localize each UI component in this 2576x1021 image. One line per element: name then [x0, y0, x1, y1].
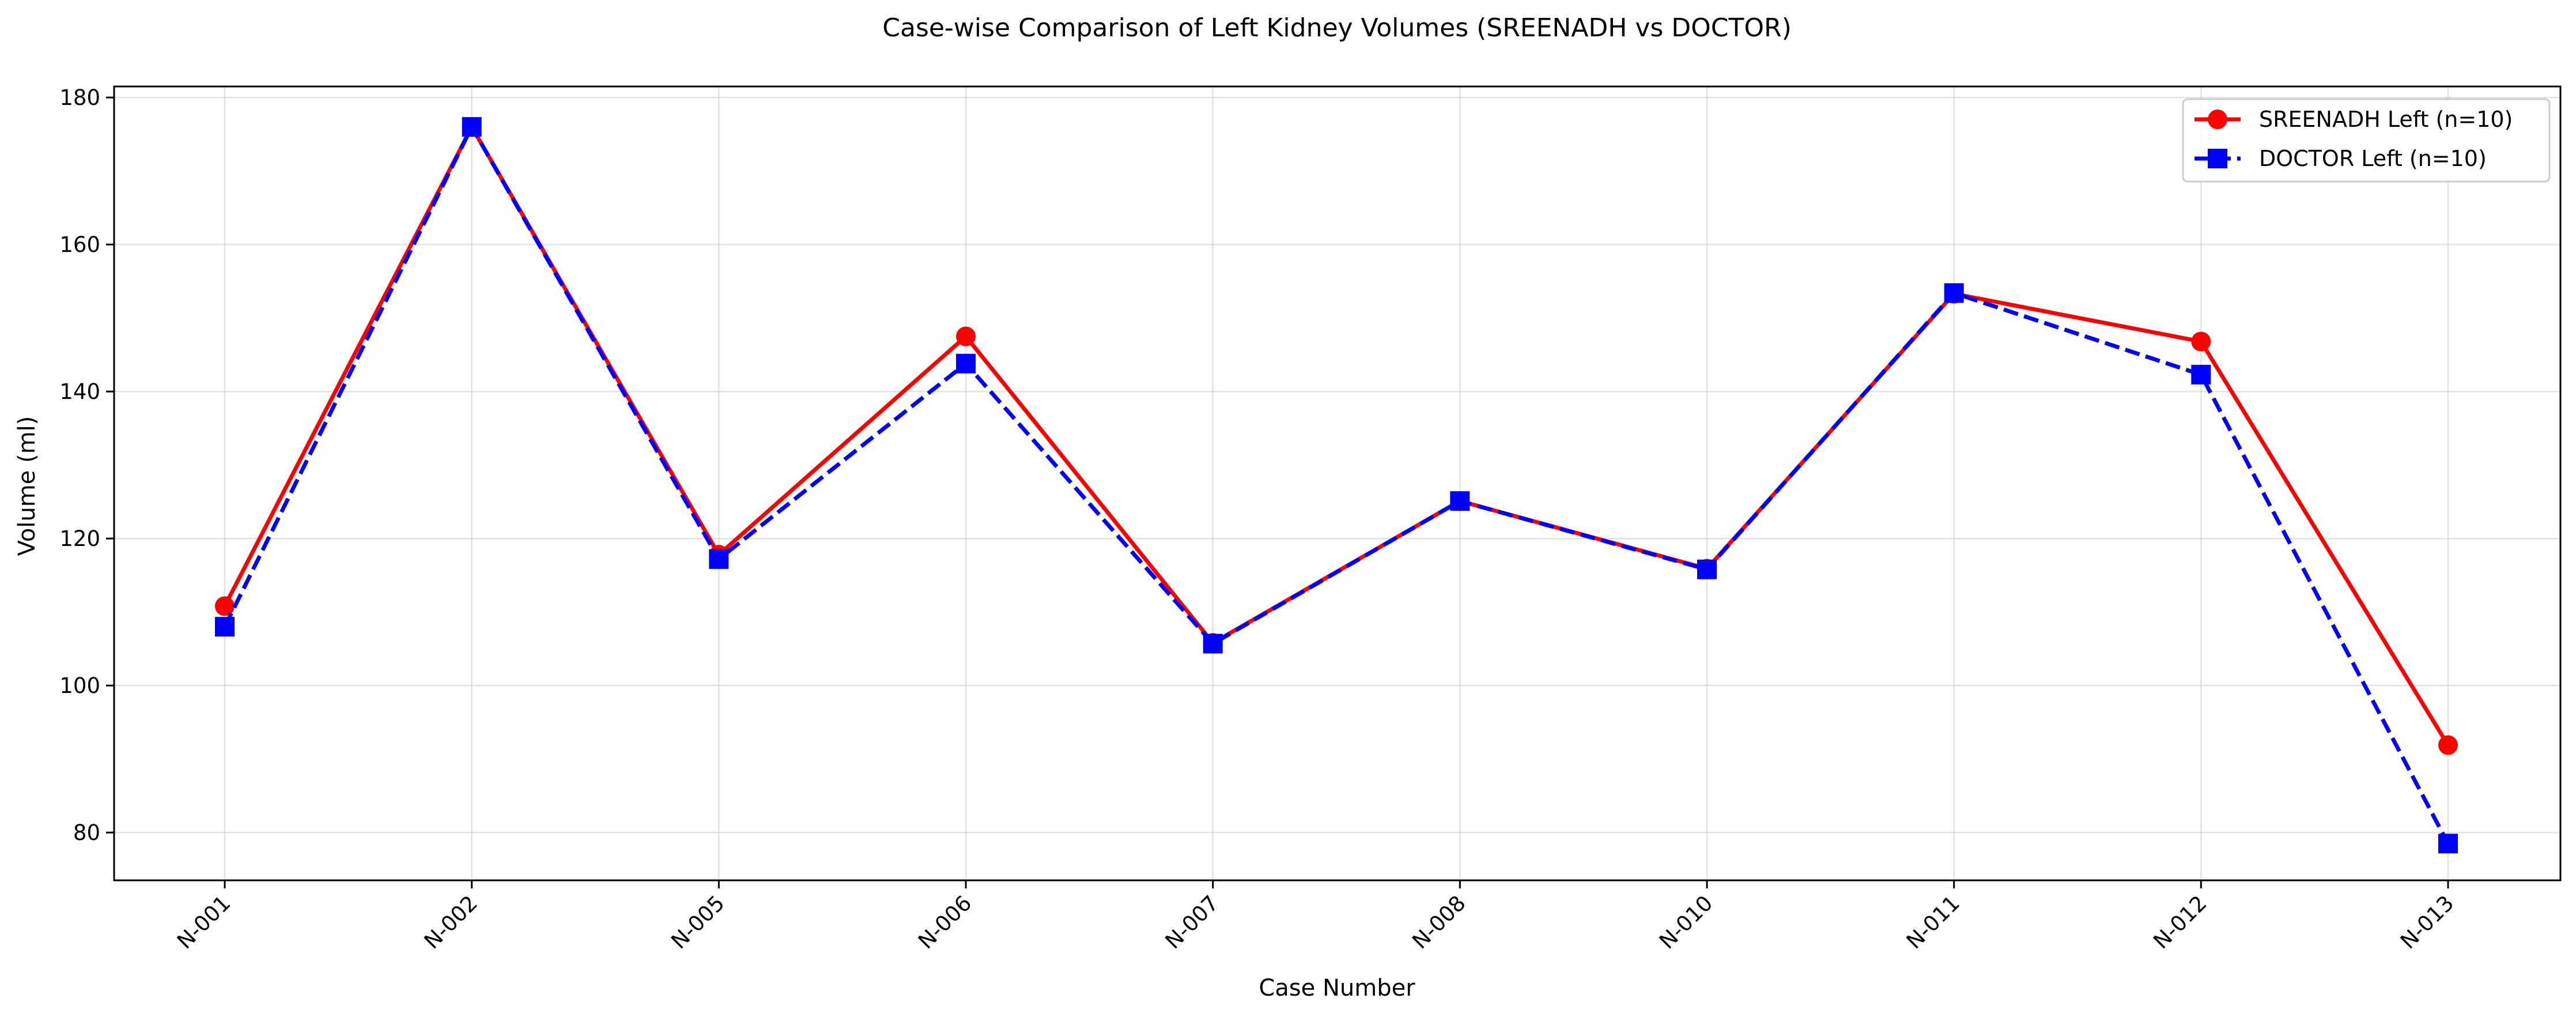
- y-tick-label: 140: [59, 379, 100, 404]
- plot-frame: [113, 85, 2562, 881]
- data-point: [1450, 491, 1470, 511]
- data-point: [2438, 735, 2458, 755]
- y-tick-label: 120: [59, 526, 100, 551]
- data-point: [1944, 283, 1964, 303]
- data-point: [462, 117, 482, 137]
- legend-marker: [2208, 149, 2227, 168]
- series-line: [222, 125, 2450, 845]
- y-tick-label: 80: [73, 820, 100, 845]
- series-2: [215, 117, 2458, 854]
- y-tick-label: 160: [59, 232, 100, 257]
- data-point: [956, 353, 976, 374]
- data-point: [709, 549, 729, 569]
- legend-label: SREENADH Left (n=10): [2259, 107, 2513, 132]
- data-point: [2191, 331, 2211, 352]
- data-point: [2438, 834, 2458, 854]
- data-point: [1203, 634, 1223, 654]
- legend-entry-1: SREENADH Left (n=10): [2194, 107, 2513, 132]
- chart-title: Case-wise Comparison of Left Kidney Volu…: [882, 13, 1792, 43]
- legend-marker: [2208, 110, 2227, 129]
- legend: SREENADH Left (n=10) DOCTOR Left (n=10): [2182, 98, 2551, 183]
- grid-layer: [114, 86, 2560, 880]
- data-point: [1697, 559, 1717, 579]
- series-layer: [215, 117, 2458, 854]
- data-point: [2191, 364, 2211, 385]
- y-tick-label: 180: [59, 85, 100, 110]
- legend-label: DOCTOR Left (n=10): [2259, 146, 2487, 171]
- legend-frame: [2182, 98, 2551, 183]
- y-tick-label: 100: [59, 673, 100, 698]
- legend-entry-2: DOCTOR Left (n=10): [2194, 146, 2487, 171]
- data-point: [215, 617, 235, 637]
- y-axis-label: Volume (ml): [14, 416, 40, 556]
- data-point: [215, 596, 235, 616]
- data-point: [956, 326, 976, 346]
- x-axis-label: Case Number: [1259, 975, 1415, 1001]
